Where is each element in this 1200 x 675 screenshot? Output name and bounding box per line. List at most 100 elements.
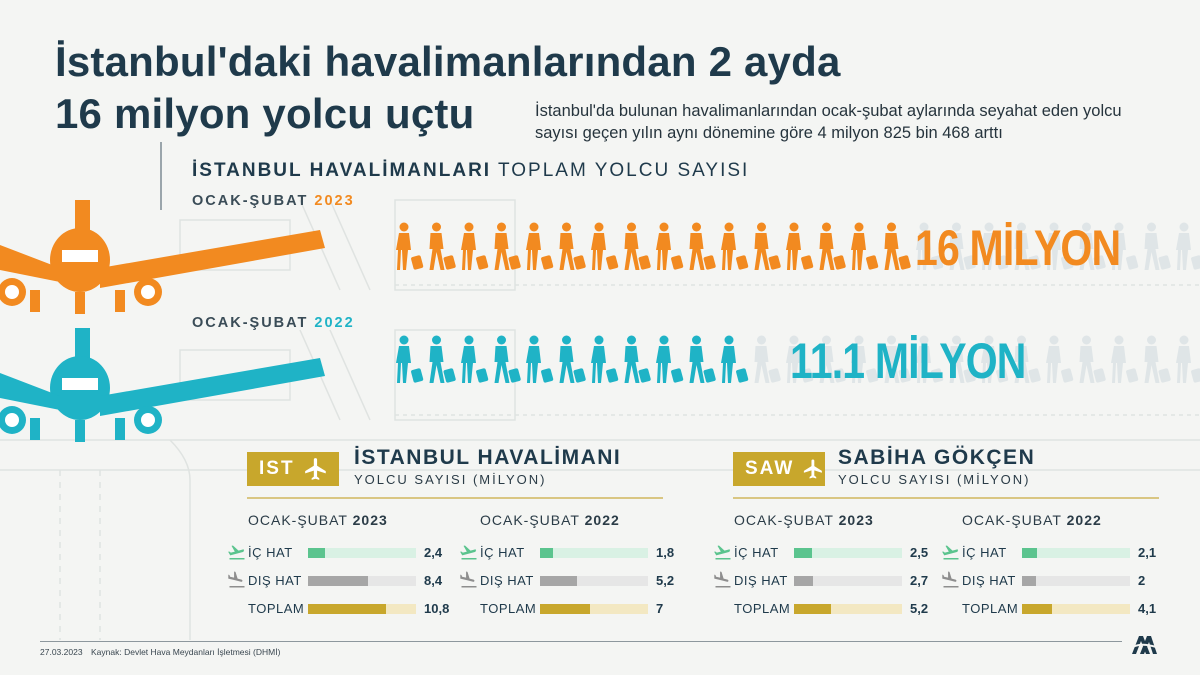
bar — [1022, 548, 1038, 558]
bar-value-label: 4,1 — [1138, 601, 1157, 616]
person-with-luggage-icon — [494, 222, 521, 270]
period-year: 2023 — [314, 193, 355, 209]
bar-value-label: 2,5 — [910, 545, 929, 560]
person-with-luggage-icon — [949, 335, 976, 383]
row-label: TOPLAM — [734, 601, 791, 616]
period-text: OCAK-ŞUBAT — [248, 512, 353, 528]
person-with-luggage-icon — [949, 222, 976, 270]
period-year: 2023 — [352, 512, 388, 528]
bar — [794, 576, 814, 586]
person-with-luggage-icon — [396, 335, 424, 383]
section-title-bold: İSTANBUL HAVALİMANLARI — [192, 160, 492, 181]
airport-subtitle-saw: YOLCU SAYISI (MİLYON) — [838, 472, 1031, 487]
total-value-2022: 11.1 MİLYON — [790, 333, 1026, 389]
bar — [794, 604, 832, 614]
bar-track — [1022, 576, 1130, 586]
bar-value-label: 2 — [1138, 573, 1146, 588]
airport-badge-saw: SAW — [733, 452, 825, 486]
person-with-luggage-icon — [981, 335, 1009, 383]
period-year: 2022 — [584, 512, 620, 528]
period-text: OCAK-ŞUBAT — [962, 512, 1067, 528]
period-text: OCAK-ŞUBAT — [192, 193, 309, 209]
bar-track — [794, 576, 902, 586]
aa-logo-icon — [1132, 636, 1157, 654]
airplane-icon — [0, 200, 325, 314]
row-label: TOPLAM — [480, 601, 537, 616]
person-with-luggage-icon — [689, 222, 716, 270]
row-label: İÇ HAT — [734, 545, 779, 560]
person-with-luggage-icon — [1176, 222, 1200, 270]
person-with-luggage-icon — [559, 222, 586, 270]
airport-badge-ist: IST — [247, 452, 339, 486]
bar — [308, 548, 326, 558]
period-label-2023: OCAK-ŞUBAT 2023 — [192, 193, 355, 209]
person-with-luggage-icon — [916, 335, 944, 383]
person-with-luggage-icon — [754, 222, 781, 270]
section-title-rest: TOPLAM YOLCU SAYISI — [498, 160, 750, 181]
person-with-luggage-icon — [461, 335, 489, 383]
plane-landing-icon — [228, 571, 245, 588]
bar-value-label: 10,8 — [424, 601, 450, 616]
period-text: OCAK-ŞUBAT — [480, 512, 585, 528]
person-with-luggage-icon — [819, 222, 846, 270]
passenger-pictogram-2022 — [396, 335, 1200, 383]
airport-code: SAW — [745, 458, 795, 479]
person-with-luggage-icon — [429, 335, 456, 383]
plane-landing-icon — [942, 571, 959, 588]
person-with-luggage-icon — [884, 335, 911, 383]
page-title: İstanbul'daki havalimanlarından 2 ayda 1… — [55, 36, 841, 140]
person-with-luggage-icon — [786, 335, 814, 383]
plane-landing-icon — [714, 571, 731, 588]
bar-track — [540, 604, 648, 614]
bar-track — [794, 604, 902, 614]
person-with-luggage-icon — [559, 335, 586, 383]
bar-value-label: 8,4 — [424, 573, 443, 588]
bar-track — [540, 576, 648, 586]
person-with-luggage-icon — [1111, 222, 1139, 270]
bar-value-label: 2,1 — [1138, 545, 1157, 560]
total-value-2023: 16 MİLYON — [915, 220, 1121, 276]
person-with-luggage-icon — [1014, 222, 1041, 270]
bar-track — [308, 548, 416, 558]
airport-name-ist: İSTANBUL HAVALİMANI — [354, 446, 622, 469]
airplane-icon — [0, 328, 325, 442]
period-year: 2022 — [1066, 512, 1102, 528]
row-label: DIŞ HAT — [248, 573, 302, 588]
period-year: 2022 — [314, 315, 355, 331]
person-with-luggage-icon — [981, 222, 1009, 270]
bar-track — [1022, 548, 1130, 558]
period-year: 2023 — [838, 512, 874, 528]
person-with-luggage-icon — [754, 335, 781, 383]
footer-date: 27.03.2023 — [40, 647, 83, 657]
airplane-icon — [304, 458, 326, 480]
passenger-pictogram-2023 — [396, 222, 1200, 270]
title-divider — [160, 142, 162, 210]
period-text: OCAK-ŞUBAT — [192, 315, 309, 331]
row-label: İÇ HAT — [480, 545, 525, 560]
person-with-luggage-icon — [624, 222, 651, 270]
person-with-luggage-icon — [851, 222, 879, 270]
person-with-luggage-icon — [689, 335, 716, 383]
airport-name-saw: SABİHA GÖKÇEN — [838, 446, 1036, 469]
person-with-luggage-icon — [721, 222, 749, 270]
bar-value-label: 1,8 — [656, 545, 675, 560]
person-with-luggage-icon — [721, 335, 749, 383]
footer-source: Kaynak: Devlet Hava Meydanları İşletmesi… — [91, 647, 281, 657]
person-with-luggage-icon — [786, 222, 814, 270]
row-label: DIŞ HAT — [480, 573, 534, 588]
bar-value-label: 5,2 — [910, 601, 929, 616]
person-with-luggage-icon — [656, 222, 684, 270]
person-with-luggage-icon — [494, 335, 521, 383]
panel-divider-ist — [247, 497, 663, 499]
bar-track — [540, 548, 648, 558]
period-column-header: OCAK-ŞUBAT 2022 — [480, 512, 620, 528]
row-label: TOPLAM — [248, 601, 305, 616]
person-with-luggage-icon — [591, 335, 619, 383]
person-with-luggage-icon — [1079, 222, 1106, 270]
row-label: İÇ HAT — [248, 545, 293, 560]
person-with-luggage-icon — [1014, 335, 1041, 383]
period-text: OCAK-ŞUBAT — [734, 512, 839, 528]
period-column-header: OCAK-ŞUBAT 2023 — [248, 512, 388, 528]
person-with-luggage-icon — [1079, 335, 1106, 383]
row-label: TOPLAM — [962, 601, 1019, 616]
